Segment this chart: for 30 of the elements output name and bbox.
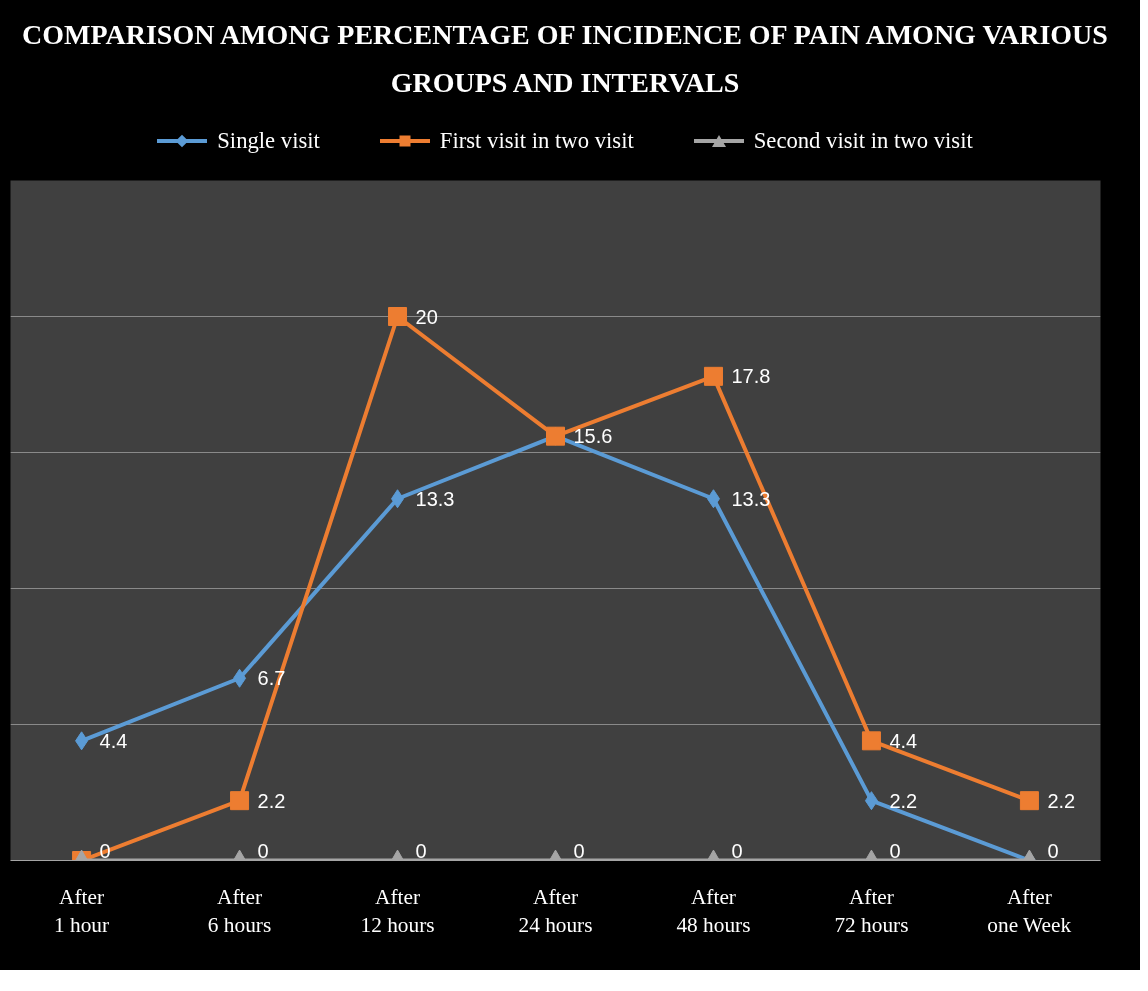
data-label: 0 (573, 839, 585, 862)
legend-label: Single visit (217, 127, 320, 155)
data-label: 2.2 (257, 790, 286, 813)
x-tick-label: After 6 hours (207, 884, 272, 938)
legend-label: Second visit in two visit (753, 127, 973, 155)
data-label: 17.8 (731, 365, 771, 388)
x-tick-label: After 12 hours (360, 884, 435, 938)
point (391, 489, 405, 509)
data-label: 13.3 (415, 488, 455, 511)
point (388, 307, 408, 327)
data-label: 2.2 (889, 790, 918, 813)
data-label: 2.2 (1047, 790, 1076, 813)
data-label: 4.4 (889, 730, 918, 753)
x-tick-label: After 1 hour (54, 884, 110, 938)
data-label: 0 (415, 839, 427, 862)
data-label: 0 (731, 839, 743, 862)
data-label: 0 (889, 839, 901, 862)
data-label: 15.6 (573, 425, 613, 448)
data-label: 20 (415, 305, 438, 328)
point (703, 367, 723, 387)
legend-label: First visit in two visit (439, 127, 634, 155)
x-tick-label: After one Week (987, 884, 1072, 938)
x-tick-label: After 24 hours (518, 884, 593, 938)
chart-title: COMPARISON AMONG PERCENTAGE OF INCIDENCE OF PAIN AMONG VARIOUS GROUPS AND INTERVALS (21, 18, 1109, 100)
data-label: 0 (1047, 839, 1059, 862)
point (706, 489, 720, 509)
x-tick-label: After 72 hours (834, 884, 909, 938)
x-tick-label: After 48 hours (676, 884, 751, 938)
data-label: 0 (257, 839, 269, 862)
data-label: 4.4 (99, 730, 128, 753)
